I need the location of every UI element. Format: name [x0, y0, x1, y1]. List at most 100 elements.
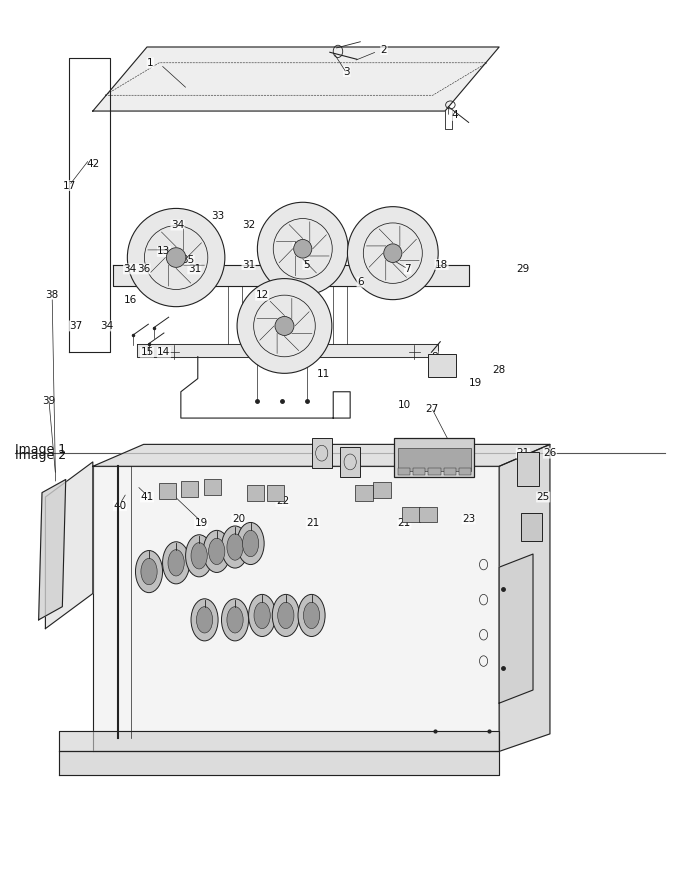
Bar: [267, 485, 284, 501]
Text: 5: 5: [303, 260, 309, 269]
Bar: [204, 480, 222, 495]
Bar: [398, 448, 471, 471]
Polygon shape: [137, 343, 438, 356]
Ellipse shape: [347, 207, 438, 300]
Polygon shape: [92, 444, 550, 466]
Bar: [420, 507, 437, 523]
Text: Image 1: Image 1: [15, 443, 66, 456]
Ellipse shape: [135, 551, 163, 592]
Bar: [247, 485, 264, 501]
Text: 41: 41: [140, 492, 154, 502]
Ellipse shape: [127, 209, 225, 306]
Text: 17: 17: [63, 180, 75, 191]
Text: 19: 19: [194, 518, 208, 528]
Text: 40: 40: [114, 501, 126, 510]
Text: 20: 20: [232, 514, 245, 524]
Bar: [403, 507, 420, 523]
Text: 34: 34: [124, 264, 137, 274]
Text: 6: 6: [357, 277, 364, 287]
Ellipse shape: [167, 247, 186, 268]
Polygon shape: [113, 265, 469, 287]
Ellipse shape: [303, 602, 320, 628]
Text: 37: 37: [69, 321, 82, 331]
Text: 14: 14: [157, 348, 171, 357]
Ellipse shape: [191, 543, 207, 569]
Ellipse shape: [227, 606, 243, 633]
Text: 29: 29: [516, 264, 530, 274]
Text: 28: 28: [492, 365, 506, 375]
Ellipse shape: [197, 606, 213, 633]
Bar: [373, 482, 391, 498]
Text: 9: 9: [445, 370, 452, 379]
Bar: [158, 483, 176, 499]
Ellipse shape: [298, 594, 325, 636]
Text: 8: 8: [432, 352, 438, 362]
Text: 16: 16: [124, 295, 137, 304]
Text: 11: 11: [316, 370, 330, 379]
Text: 38: 38: [46, 290, 58, 300]
Ellipse shape: [237, 523, 264, 565]
Bar: [517, 452, 539, 486]
Polygon shape: [499, 554, 533, 703]
Text: Image 2: Image 2: [15, 449, 66, 462]
Ellipse shape: [222, 526, 249, 568]
Ellipse shape: [257, 202, 348, 296]
Bar: [181, 481, 199, 497]
Text: 27: 27: [425, 404, 438, 414]
Text: 12: 12: [256, 290, 269, 300]
Ellipse shape: [249, 594, 275, 636]
Text: 34: 34: [100, 321, 113, 331]
Text: 23: 23: [462, 514, 475, 524]
Polygon shape: [92, 47, 499, 111]
Bar: [355, 485, 373, 501]
Bar: [340, 447, 360, 477]
Polygon shape: [92, 466, 499, 752]
Bar: [444, 468, 456, 475]
Bar: [522, 513, 542, 541]
Text: 3: 3: [343, 67, 350, 77]
Ellipse shape: [277, 602, 294, 628]
Ellipse shape: [168, 550, 184, 576]
Text: 25: 25: [537, 492, 550, 502]
Ellipse shape: [294, 239, 312, 258]
Bar: [428, 354, 456, 377]
Text: 15: 15: [140, 348, 154, 357]
Ellipse shape: [203, 531, 231, 573]
Text: 36: 36: [137, 264, 150, 274]
Bar: [398, 468, 410, 475]
Ellipse shape: [163, 542, 190, 583]
Text: 21: 21: [398, 518, 411, 528]
Ellipse shape: [384, 244, 402, 262]
Text: 22: 22: [276, 496, 289, 506]
Text: 21: 21: [516, 448, 530, 458]
Text: 42: 42: [86, 158, 99, 169]
Ellipse shape: [209, 539, 225, 565]
Text: 21: 21: [306, 518, 320, 528]
Bar: [311, 438, 332, 468]
Ellipse shape: [272, 594, 299, 636]
Text: 26: 26: [543, 448, 556, 458]
Text: 24: 24: [439, 457, 452, 467]
Ellipse shape: [243, 531, 258, 557]
Text: 30: 30: [293, 242, 306, 252]
Ellipse shape: [237, 279, 332, 373]
Bar: [428, 468, 441, 475]
Ellipse shape: [275, 317, 294, 335]
Text: 33: 33: [211, 211, 224, 221]
Text: 2: 2: [381, 45, 388, 55]
Text: 19: 19: [469, 378, 482, 388]
Text: 10: 10: [398, 400, 411, 410]
Text: 4: 4: [452, 110, 458, 121]
Text: 18: 18: [435, 260, 448, 269]
Bar: [413, 468, 425, 475]
Text: 7: 7: [405, 264, 411, 274]
Text: 31: 31: [188, 264, 201, 274]
Text: 13: 13: [157, 246, 171, 256]
Ellipse shape: [141, 559, 157, 584]
Ellipse shape: [191, 598, 218, 641]
Bar: [394, 438, 474, 477]
Polygon shape: [46, 462, 92, 628]
Polygon shape: [499, 444, 550, 752]
Ellipse shape: [222, 598, 249, 641]
Polygon shape: [39, 480, 66, 620]
